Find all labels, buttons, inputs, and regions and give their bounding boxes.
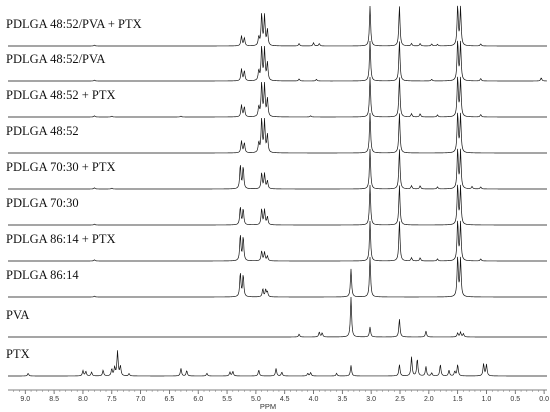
- x-axis: 9.0 8.5 8.0 7.5 7.0 6.5 6.0 5.5 5.0 4.5 4.0 3.5 3.0 2…: [8, 389, 549, 411]
- spectrum-label: PDLGA 48:52: [6, 124, 79, 138]
- x-tick-label: 1.0: [482, 396, 492, 403]
- x-tick-label: 9.0: [20, 396, 30, 403]
- spectrum-label: PDLGA 48:52/PVA + PTX: [6, 17, 142, 31]
- x-axis-ticks: 9.0 8.5 8.0 7.5 7.0 6.5 6.0 5.5 5.0 4.5 4.0 3.5 3.0 2…: [13, 390, 549, 403]
- spectrum-traces: [8, 5, 548, 377]
- x-tick-label: 4.5: [280, 396, 290, 403]
- x-tick-label: 6.5: [165, 396, 175, 403]
- x-tick-label: 7.5: [107, 396, 117, 403]
- x-tick-label: 2.0: [424, 396, 434, 403]
- x-tick-label: 8.0: [78, 396, 88, 403]
- x-tick-label: 8.5: [49, 396, 59, 403]
- spectrum-label: PDLGA 86:14: [6, 268, 79, 282]
- spectrum-trace: [8, 112, 547, 154]
- spectrum-label: PDLGA 48:52/PVA: [6, 52, 106, 66]
- spectrum-label: PTX: [6, 347, 30, 361]
- x-tick-label: 0.0: [539, 396, 549, 403]
- x-tick-label: 6.0: [193, 396, 203, 403]
- x-tick-label: 3.5: [337, 396, 347, 403]
- spectrum-label: PDLGA 70:30: [6, 196, 79, 210]
- x-tick-label: 7.0: [136, 396, 146, 403]
- x-tick-label: 4.0: [309, 396, 319, 403]
- spectrum-label: PDLGA 86:14 + PTX: [6, 232, 116, 246]
- x-tick-label: 2.5: [395, 396, 405, 403]
- spectrum-trace: [8, 148, 547, 190]
- spectrum-label: PDLGA 48:52 + PTX: [6, 88, 116, 102]
- spectrum-trace: [8, 184, 547, 226]
- spectrum-trace: [8, 256, 547, 298]
- x-axis-title: PPM: [260, 402, 276, 411]
- spectrum-trace: [8, 220, 547, 262]
- spectrum-label: PDLGA 70:30 + PTX: [6, 160, 116, 174]
- x-tick-label: 5.5: [222, 396, 232, 403]
- spectrum-trace: [8, 76, 547, 118]
- spectrum-trace: [8, 350, 547, 377]
- x-tick-label: 5.0: [251, 396, 261, 403]
- spectrum-trace: [8, 40, 548, 82]
- x-tick-label: 0.5: [510, 396, 520, 403]
- spectrum-trace: [8, 296, 547, 338]
- x-tick-label: 1.5: [453, 396, 463, 403]
- x-tick-label: 3.0: [366, 396, 376, 403]
- spectrum-label: PVA: [6, 308, 30, 322]
- spectrum-trace: [8, 5, 547, 47]
